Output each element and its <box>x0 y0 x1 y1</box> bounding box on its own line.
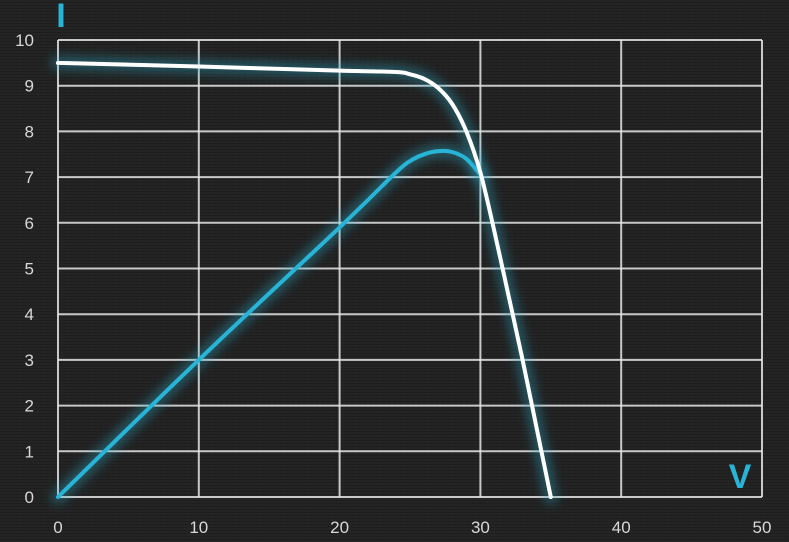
x-tick-label-2: 20 <box>330 518 349 537</box>
x-tick-label-0: 0 <box>53 518 62 537</box>
y-tick-label-7: 7 <box>25 168 34 187</box>
y-tick-label-4: 4 <box>25 305 34 324</box>
grid <box>57 39 763 498</box>
y-tick-label-8: 8 <box>25 122 34 141</box>
x-tick-label-5: 50 <box>753 518 772 537</box>
y-tick-label-2: 2 <box>25 397 34 416</box>
x-axis-label: V <box>729 458 752 496</box>
tick-labels: 0 10 20 30 40 50 0 1 2 3 4 5 6 7 8 9 10 <box>15 31 771 537</box>
y-tick-label-9: 9 <box>25 77 34 96</box>
series-1-line <box>56 60 553 499</box>
y-tick-label-1: 1 <box>25 442 34 461</box>
x-tick-label-4: 40 <box>612 518 631 537</box>
y-tick-label-0: 0 <box>25 488 34 507</box>
y-axis-label: I <box>56 0 65 35</box>
series-lines <box>56 60 553 499</box>
y-tick-label-6: 6 <box>25 214 34 233</box>
y-tick-label-3: 3 <box>25 351 34 370</box>
x-tick-label-1: 10 <box>189 518 208 537</box>
y-tick-label-5: 5 <box>25 260 34 279</box>
x-tick-label-3: 30 <box>471 518 490 537</box>
series-2-line <box>56 148 483 499</box>
y-tick-label-10: 10 <box>15 31 34 50</box>
